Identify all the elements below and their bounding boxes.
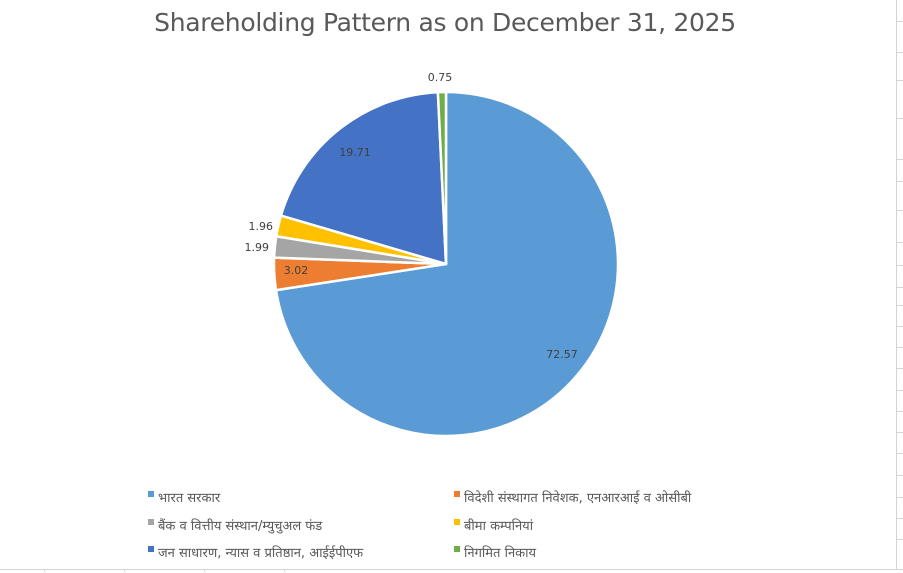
- sheet-column-gridline: [44, 569, 45, 572]
- legend-item-corporate[interactable]: निगमित निकाय: [454, 543, 536, 561]
- data-label: 3.02: [284, 264, 309, 277]
- sheet-row-gridline: [896, 390, 903, 391]
- legend-item-fii[interactable]: विदेशी संस्थागत निवेशक, एनआरआई व ओसीबी: [454, 488, 691, 506]
- sheet-row-gridline: [896, 539, 903, 540]
- sheet-row-gridline: [896, 432, 903, 433]
- legend-item-government[interactable]: भारत सरकार: [148, 488, 220, 506]
- sheet-column-gridline: [124, 569, 125, 572]
- sheet-row-gridline: [896, 159, 903, 160]
- data-label: 72.57: [546, 348, 578, 361]
- sheet-row-gridline: [896, 210, 903, 211]
- legend-item-insurance[interactable]: बीमा कम्पनियां: [454, 516, 533, 534]
- pie-slice[interactable]: [436, 90, 448, 266]
- sheet-row-gridline: [896, 181, 903, 182]
- pie-slice[interactable]: [279, 90, 448, 266]
- sheet-row-gridline: [896, 326, 903, 327]
- legend-label: विदेशी संस्थागत निवेशक, एनआरआई व ओसीबी: [464, 491, 692, 506]
- legend-label: जन साधारण, न्यास व प्रतिष्ठान, आईईपीएफ: [158, 546, 364, 561]
- legend-swatch: [148, 491, 154, 497]
- data-label: 1.96: [249, 220, 274, 233]
- sheet-row-gridline: [896, 52, 903, 53]
- legend-swatch: [454, 546, 460, 552]
- sheet-row-gridline: [896, 287, 903, 288]
- sheet-column-gridline: [204, 569, 205, 572]
- sheet-row-gridline: [896, 347, 903, 348]
- sheet-row-gridline: [896, 368, 903, 369]
- legend-label: भारत सरकार: [158, 491, 221, 506]
- sheet-row-gridline: [896, 242, 903, 243]
- legend-swatch: [454, 491, 460, 497]
- sheet-row-gridline: [896, 265, 903, 266]
- legend-swatch: [148, 546, 154, 552]
- sheet-grid-row-edge: [0, 569, 903, 573]
- data-label: 0.75: [428, 71, 453, 84]
- legend-item-public[interactable]: जन साधारण, न्यास व प्रतिष्ठान, आईईपीएफ: [148, 543, 363, 561]
- pie-chart[interactable]: 72.57 3.02 1.99 1.96 19.71 0.75: [0, 0, 896, 480]
- sheet-row-gridline: [896, 21, 903, 22]
- sheet-row-gridline: [896, 475, 903, 476]
- sheet-row-gridline: [896, 80, 903, 81]
- sheet-row-gridline: [896, 411, 903, 412]
- sheet-grid-column-edge: [896, 0, 903, 572]
- sheet-row-gridline: [896, 453, 903, 454]
- sheet-row-gridline: [896, 518, 903, 519]
- sheet-column-gridline: [284, 569, 285, 572]
- legend-swatch: [148, 519, 154, 525]
- sheet-row-gridline: [896, 497, 903, 498]
- sheet-row-gridline: [896, 305, 903, 306]
- legend-label: बैंक व वित्तीय संस्थान/म्युचुअल फंड: [158, 519, 323, 534]
- data-label: 19.71: [339, 146, 371, 159]
- legend-item-banks[interactable]: बैंक व वित्तीय संस्थान/म्युचुअल फंड: [148, 516, 322, 534]
- legend-label: बीमा कम्पनियां: [464, 519, 534, 534]
- chart-title: Shareholding Pattern as on December 31, …: [154, 8, 736, 37]
- legend-label: निगमित निकाय: [464, 546, 537, 561]
- data-label: 1.99: [245, 241, 270, 254]
- legend-swatch: [454, 519, 460, 525]
- sheet-row-gridline: [896, 118, 903, 119]
